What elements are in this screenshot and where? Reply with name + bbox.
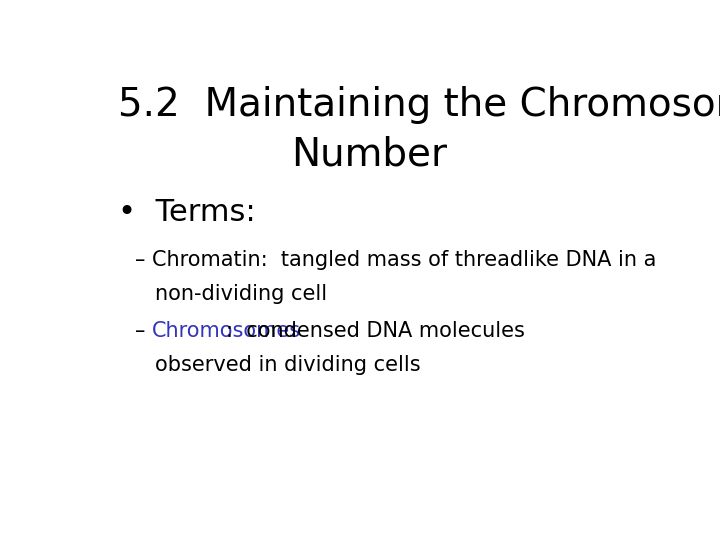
Text: Number: Number (291, 136, 447, 173)
Text: – Chromatin:  tangled mass of threadlike DNA in a: – Chromatin: tangled mass of threadlike … (135, 250, 656, 270)
Text: Chromosomes: Chromosomes (151, 321, 300, 341)
Text: –: – (135, 321, 152, 341)
Text: 5.2  Maintaining the Chromosome: 5.2 Maintaining the Chromosome (118, 85, 720, 124)
Text: non-dividing cell: non-dividing cell (156, 284, 328, 304)
Text: •  Terms:: • Terms: (118, 198, 256, 227)
Text: observed in dividing cells: observed in dividing cells (156, 355, 421, 375)
Text: :  condensed DNA molecules: : condensed DNA molecules (225, 321, 524, 341)
